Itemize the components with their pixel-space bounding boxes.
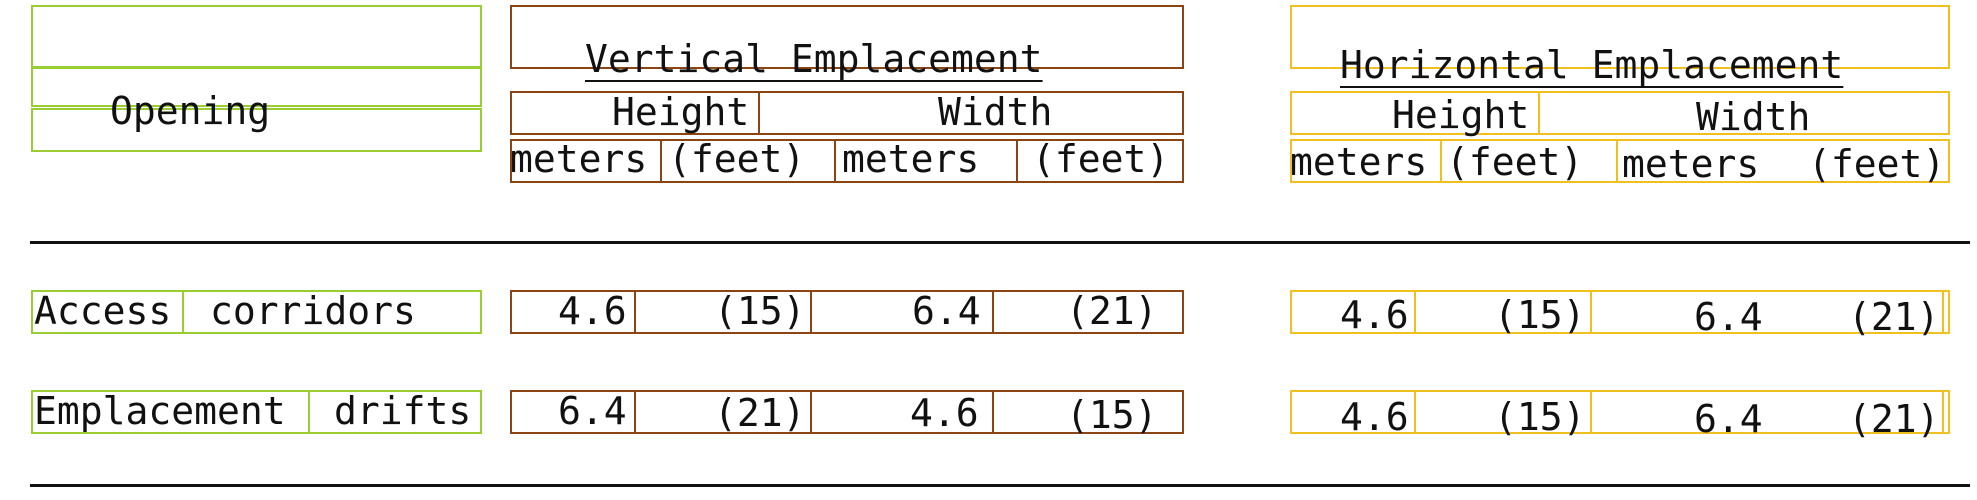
horizontal-height-label: Height [1392, 93, 1530, 137]
table-bottom-rule [30, 484, 1970, 487]
row1-label-a: Access [34, 289, 172, 333]
vertical-width-feet-label: (feet) [1032, 137, 1170, 181]
vertical-height-meters-label: meters [510, 137, 648, 181]
horizontal-height-meters-label: meters [1290, 140, 1428, 184]
vertical-header-box [510, 5, 1184, 69]
row1-v-width-ft-box [992, 290, 1184, 334]
row1-h-width-ft: (21) [1848, 295, 1940, 339]
row1-h-edge-box [1942, 290, 1950, 334]
row2-v-height-ft: (21) [714, 391, 806, 435]
header-divider-rule [30, 241, 1970, 244]
horizontal-emplacement-title: Horizontal Emplacement [1340, 43, 1844, 87]
vertical-height-label: Height [612, 90, 750, 134]
row2-h-height-ft: (15) [1494, 395, 1586, 439]
row1-v-width-m: 6.4 [912, 289, 981, 333]
row2-label-box-b [308, 390, 482, 434]
row2-label-a: Emplacement [34, 389, 286, 433]
row1-v-width-ft: (21) [1066, 289, 1158, 333]
row1-v-height-m: 4.6 [558, 289, 627, 333]
horizontal-height-feet-label: (feet) [1446, 140, 1584, 184]
opening-header-box-bottom [31, 108, 482, 152]
vertical-height-feet-label: (feet) [668, 137, 806, 181]
row2-h-width-ft: (21) [1848, 397, 1940, 441]
opening-header-box-top [31, 5, 482, 69]
horizontal-width-feet-label: (feet) [1808, 142, 1946, 186]
row2-h-width-m: 6.4 [1694, 397, 1763, 441]
vertical-emplacement-title: Vertical Emplacement [585, 37, 1043, 81]
row2-label-b: drifts [334, 389, 472, 433]
horizontal-header-box [1290, 5, 1950, 69]
horizontal-width-box [1538, 91, 1950, 135]
row1-h-width-m: 6.4 [1694, 295, 1763, 339]
row2-v-width-ft-box [992, 390, 1184, 434]
vertical-width-meters-label: meters [842, 137, 980, 181]
row2-h-edge-box [1942, 390, 1950, 434]
opening-header-box-mid [31, 66, 482, 107]
row1-h-height-ft: (15) [1494, 293, 1586, 337]
row1-h-height-m: 4.6 [1340, 293, 1409, 337]
horizontal-width-meters-label: meters [1622, 142, 1760, 186]
row2-v-width-ft: (15) [1066, 393, 1158, 437]
horizontal-width-label: Width [1696, 95, 1811, 139]
row1-label-box-b [182, 290, 482, 334]
vertical-feet-box-2 [1016, 139, 1184, 183]
row1-label-b: corridors [210, 289, 416, 333]
opening-header-label: Opening [110, 89, 271, 133]
row2-v-width-m: 4.6 [910, 391, 979, 435]
row2-h-height-m: 4.6 [1340, 395, 1409, 439]
row1-v-height-ft: (15) [714, 289, 806, 333]
vertical-width-box [758, 91, 1184, 135]
row2-v-height-m: 6.4 [558, 389, 627, 433]
horizontal-width-units-box [1616, 139, 1950, 183]
vertical-width-label: Width [938, 90, 1053, 134]
